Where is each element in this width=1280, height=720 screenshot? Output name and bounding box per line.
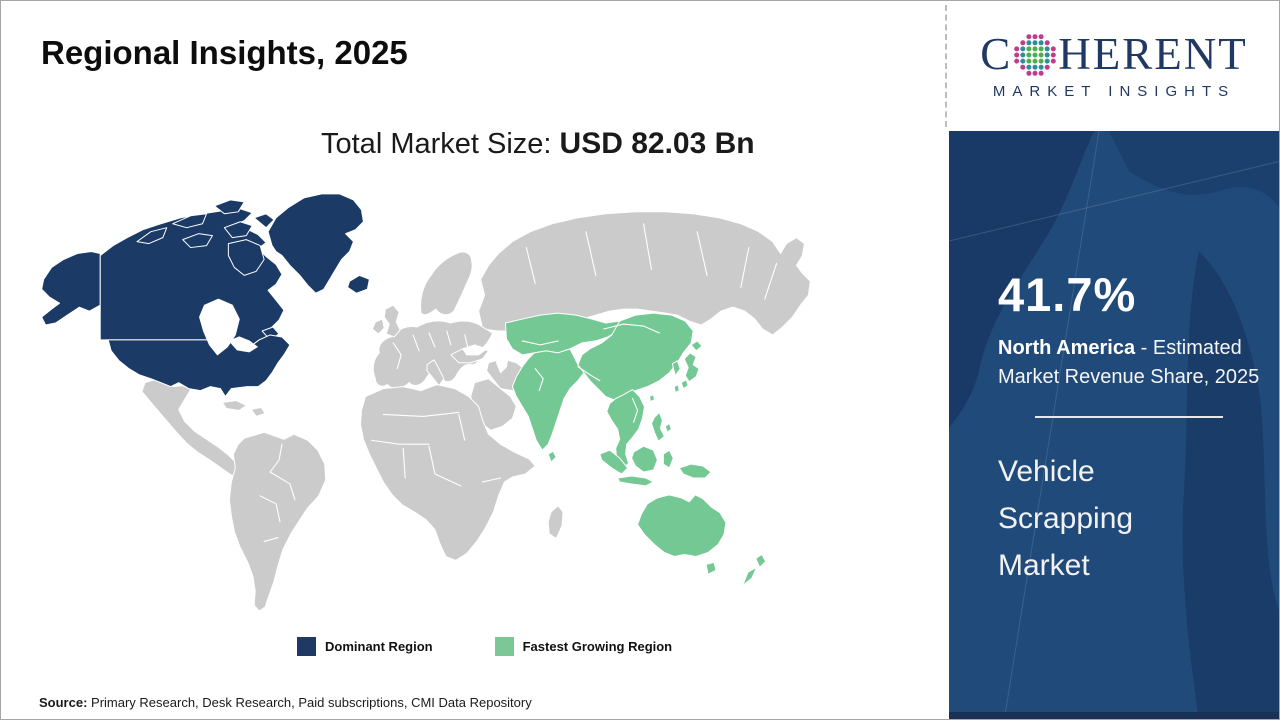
brand-letters-herent: HERENT	[1058, 29, 1248, 79]
source-text: Primary Research, Desk Research, Paid su…	[87, 695, 532, 710]
sidebar: 41.7% North America - Estimated Market R…	[949, 131, 1279, 719]
share-description-rest: - Estimated Market Revenue Share, 2025	[998, 337, 1260, 388]
brand-logo-wordmark: C HERENT	[980, 32, 1248, 77]
source-line: Source: Primary Research, Desk Research,…	[39, 695, 532, 710]
page-title: Regional Insights, 2025	[41, 34, 408, 71]
world-map-svg	[41, 193, 811, 612]
brand-letter-c: C	[980, 29, 1013, 79]
legend-item-dominant: Dominant Region	[297, 637, 433, 656]
source-label: Source:	[39, 695, 88, 710]
dashed-divider	[945, 5, 947, 127]
sidebar-bottom-band	[949, 712, 1279, 719]
brand-logo: C HERENT MARKET INSIGHTS	[949, 1, 1279, 131]
logo-globe-icon	[1014, 33, 1057, 76]
dominant-region-swatch	[297, 637, 316, 656]
sidebar-divider-line	[1035, 416, 1223, 418]
map-region-rest-of-world	[141, 211, 811, 612]
map-country-borders	[259, 223, 778, 543]
fastest-growing-region-label: Fastest Growing Region	[522, 639, 673, 654]
sidebar-content: 41.7% North America - Estimated Market R…	[998, 267, 1260, 589]
legend-item-fastest-growing: Fastest Growing Region	[494, 637, 673, 656]
map-region-asia-pacific	[504, 312, 767, 586]
brand-subtitle: MARKET INSIGHTS	[992, 83, 1236, 100]
world-map	[31, 184, 821, 621]
map-legend: Dominant Region Fastest Growing Region	[297, 637, 672, 656]
total-market-size-label: Total Market Size:	[321, 128, 560, 160]
dominant-region-label: Dominant Region	[325, 639, 433, 654]
map-region-north-america	[41, 193, 370, 398]
share-value: 41.7%	[998, 268, 1137, 321]
share-region-name: North America	[998, 337, 1136, 359]
sidebar-map-texture	[949, 131, 1279, 719]
share-description: North America - Estimated Market Revenue…	[998, 334, 1260, 392]
total-market-size: Total Market Size: USD 82.03 Bn	[321, 127, 755, 161]
fastest-growing-region-swatch	[494, 637, 514, 656]
map-water-bodies	[199, 298, 509, 374]
market-name: Vehicle Scrapping Market	[998, 455, 1134, 582]
total-market-size-value: USD 82.03 Bn	[559, 127, 755, 160]
